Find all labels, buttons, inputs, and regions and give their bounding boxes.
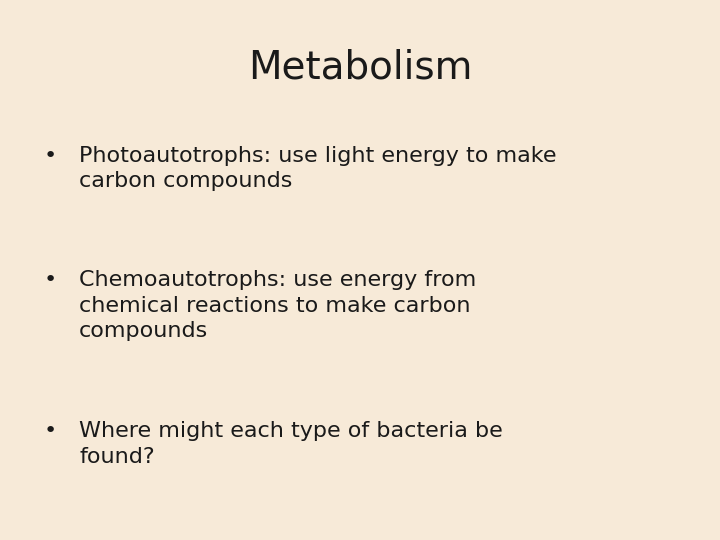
- Text: Where might each type of bacteria be
found?: Where might each type of bacteria be fou…: [79, 421, 503, 467]
- Text: •: •: [44, 270, 57, 290]
- Text: Metabolism: Metabolism: [248, 49, 472, 86]
- Text: •: •: [44, 146, 57, 166]
- Text: •: •: [44, 421, 57, 441]
- Text: Chemoautotrophs: use energy from
chemical reactions to make carbon
compounds: Chemoautotrophs: use energy from chemica…: [79, 270, 477, 341]
- Text: Photoautotrophs: use light energy to make
carbon compounds: Photoautotrophs: use light energy to mak…: [79, 146, 557, 191]
